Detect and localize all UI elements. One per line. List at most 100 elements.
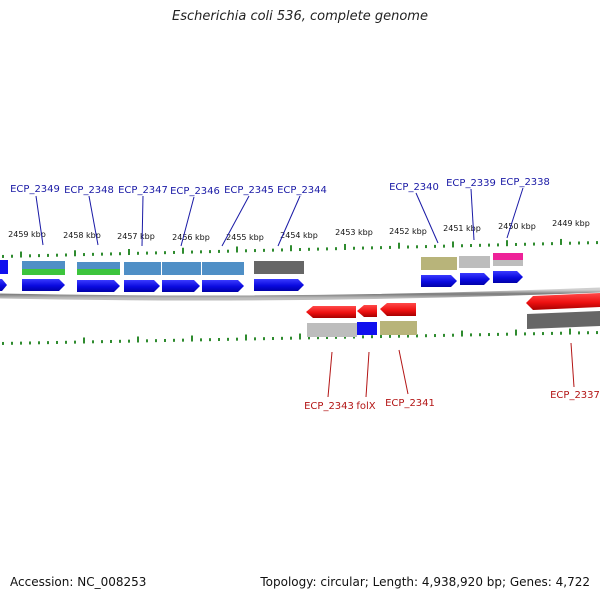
kbp-label: 2452 kbp [389,227,427,236]
tick-mark [344,243,346,250]
tick-mark [56,340,58,344]
gene-feature [124,262,161,275]
tick-mark [515,242,517,246]
kbp-label: 2449 kbp [552,219,590,228]
tick-mark [398,242,400,249]
upper-gene-labels: ECP_2349 ECP_2348 ECP_2347 ECP_2346 ECP_… [10,177,550,197]
tick-mark [506,240,508,247]
gene-arrow [380,303,416,316]
gene-label: ECP_2341 [385,398,435,409]
tick-mark [596,331,598,335]
kbp-labels: 2459 kbp 2458 kbp 2457 kbp 2456 kbp 2455… [8,219,590,242]
tick-mark [74,250,76,257]
tick-mark [128,339,130,343]
gene-arrow [306,306,356,318]
tick-mark [20,251,22,258]
cds-arrow [460,273,490,285]
tick-mark [191,335,193,342]
tick-mark [596,241,598,245]
tick-mark [569,241,571,245]
tick-mark [578,331,580,335]
kbp-label: 2451 kbp [443,224,481,233]
tick-mark [227,337,229,341]
tick-mark [533,242,535,246]
tick-mark [425,245,427,249]
lower-gene-track [306,293,600,337]
tick-mark [281,336,283,340]
tick-mark [452,241,454,248]
tick-mark [254,249,256,253]
gene-label: ECP_2338 [500,177,550,188]
tick-mark [272,337,274,341]
tick-mark [182,338,184,342]
gene-label: ECP_2339 [446,178,496,189]
tick-mark [182,247,184,254]
tick-mark [488,243,490,247]
cds-arrow [493,271,523,283]
upper-cds-track [0,271,523,292]
tick-mark [380,246,382,250]
tick-mark [470,244,472,248]
gene-label: ECP_2343 [304,401,354,412]
kbp-label: 2455 kbp [226,233,264,242]
tick-mark [515,329,517,336]
gene-feature [357,322,377,335]
gene-label: ECP_2340 [389,182,439,193]
gene-label: ECP_2346 [170,186,220,197]
tick-mark [353,246,355,250]
tick-mark [398,334,400,338]
tick-mark [101,340,103,344]
tick-mark [497,243,499,247]
tick-mark [461,244,463,248]
tick-mark [299,248,301,252]
tick-mark [488,333,490,337]
tick-mark [524,242,526,246]
tick-mark [335,335,337,339]
tick-mark [56,253,58,257]
tick-mark [326,336,328,340]
tick-mark [434,334,436,338]
tick-mark [263,337,265,341]
kbp-label: 2456 kbp [172,233,210,242]
tick-mark [38,254,40,258]
kbp-label: 2458 kbp [63,231,101,240]
cds-arrow [202,280,244,292]
tick-mark [209,338,211,342]
tick-mark [191,250,193,254]
tick-mark [416,245,418,249]
upper-feature-track [0,253,523,275]
lower-tick-row [2,328,598,345]
gene-arrow [357,305,377,317]
tick-mark [209,250,211,254]
tick-mark [542,332,544,336]
gene-feature [421,257,457,270]
lower-gene-labels: ECP_2343 folX ECP_2341 ECP_2337 [304,390,600,412]
tick-mark [74,340,76,344]
tick-mark [173,338,175,342]
tick-mark [452,333,454,337]
gene-feature [0,260,8,274]
tick-mark [29,341,31,345]
genome-backbone [0,287,600,301]
tick-mark [227,249,229,253]
tick-mark [443,333,445,337]
tick-mark [263,248,265,252]
gene-feature [307,323,357,337]
gene-label: ECP_2349 [10,184,60,195]
tick-mark [254,337,256,341]
kbp-label: 2454 kbp [280,231,318,240]
label-leader-lines [35,187,575,398]
cds-arrow [0,279,7,291]
tick-mark [245,249,247,253]
tick-mark [461,330,463,337]
tick-mark [2,341,4,345]
tick-mark [137,251,139,255]
gene-label: ECP_2337 [550,390,600,401]
cds-arrow [421,275,457,287]
tick-mark [587,331,589,335]
tick-mark [344,335,346,339]
gene-feature [77,262,120,270]
tick-mark [146,339,148,343]
kbp-label: 2459 kbp [8,230,46,239]
